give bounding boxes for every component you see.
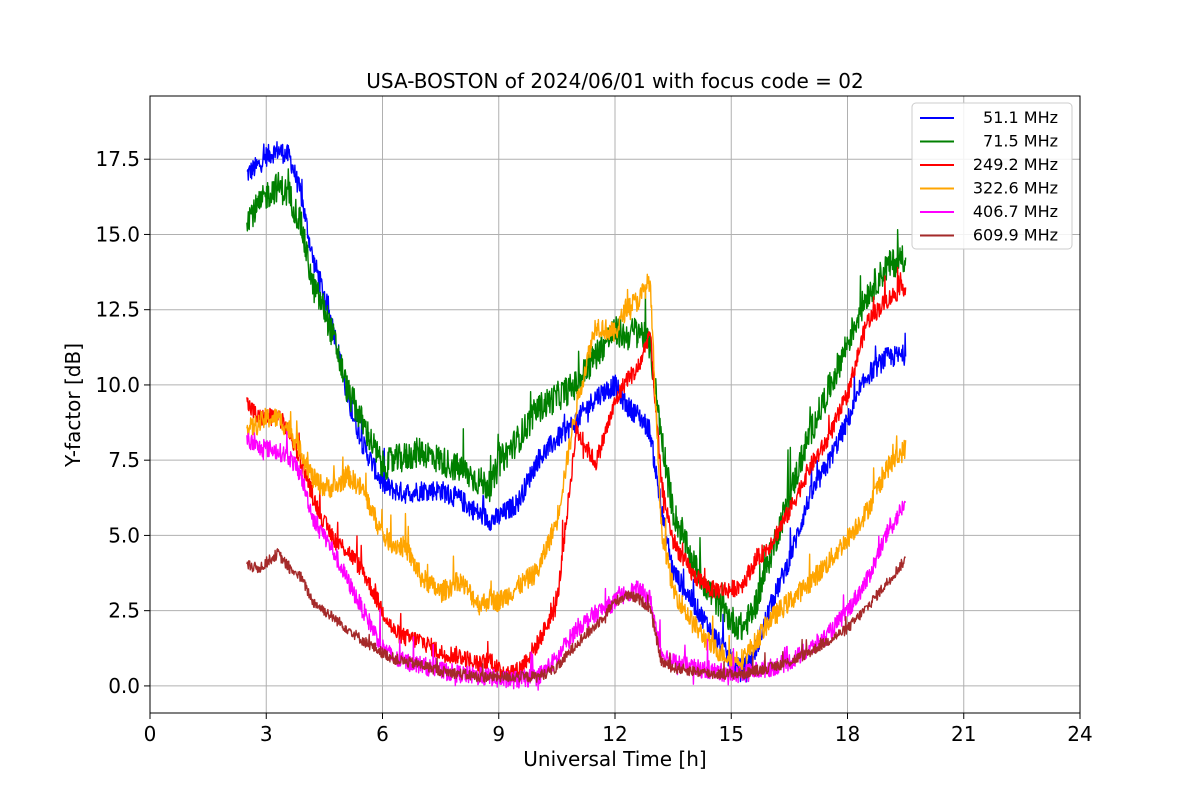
y-tick-label: 7.5: [108, 448, 140, 472]
grid: [150, 96, 1080, 713]
x-tick-label: 18: [835, 722, 860, 746]
legend-label: 249.2 MHz: [973, 155, 1058, 174]
legend: 51.1 MHz 71.5 MHz 249.2 MHz 322.6 MHz 406.7 …: [911, 102, 1073, 250]
x-tick-label: 21: [951, 722, 976, 746]
x-tick-label: 15: [719, 722, 744, 746]
x-tick-label: 3: [260, 722, 273, 746]
y-tick-label: 10.0: [95, 373, 140, 397]
chart-title: USA-BOSTON of 2024/06/01 with focus code…: [366, 69, 863, 93]
legend-label: 406.7 MHz: [973, 202, 1058, 221]
series-line-1: [246, 168, 907, 641]
y-tick-label: 17.5: [95, 147, 140, 171]
legend-label: 322.6 MHz: [973, 179, 1058, 198]
y-tick-label: 12.5: [95, 298, 140, 322]
y-tick-label: 2.5: [108, 599, 140, 623]
y-tick-label: 5.0: [108, 523, 140, 547]
legend-label: 609.9 MHz: [973, 226, 1058, 245]
legend-label: 51.1 MHz: [983, 108, 1058, 127]
x-axis-label: Universal Time [h]: [523, 747, 706, 771]
series-line-2: [246, 266, 907, 681]
x-tick-label: 9: [492, 722, 505, 746]
series-line-3: [246, 273, 907, 670]
y-tick-label: 15.0: [95, 222, 140, 246]
y-tick-label: 0.0: [108, 674, 140, 698]
x-axis-ticks: 0 3 6 9 12 15 18 21 24: [144, 713, 1093, 746]
series-layer: [246, 141, 907, 691]
legend-entries: 51.1 MHz 71.5 MHz 249.2 MHz 322.6 MHz 406.7 …: [920, 108, 1058, 245]
y-axis-ticks: 0.0 2.5 5.0 7.5 10.0 12.5 15.0 17.5: [95, 147, 150, 698]
x-tick-label: 6: [376, 722, 389, 746]
x-tick-label: 12: [602, 722, 627, 746]
series-line-5: [246, 548, 907, 683]
x-tick-label: 24: [1067, 722, 1092, 746]
x-tick-label: 0: [144, 722, 157, 746]
legend-label: 71.5 MHz: [983, 132, 1058, 151]
y-axis-label: Y-factor [dB]: [61, 343, 85, 468]
